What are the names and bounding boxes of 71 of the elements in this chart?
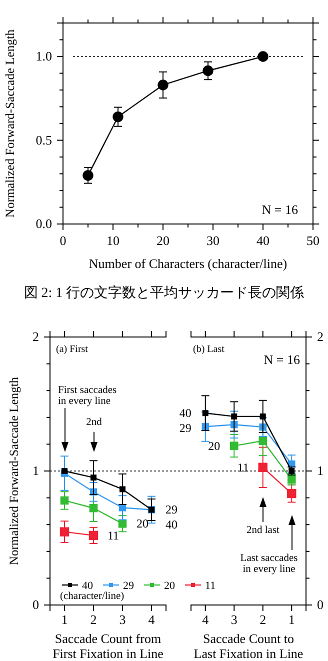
x-tick-label: 30 — [206, 233, 220, 248]
legend-label: 11 — [205, 580, 216, 592]
point — [260, 413, 266, 420]
x-tick-label: 20 — [156, 233, 170, 248]
y-tick-label: 0 — [32, 597, 39, 612]
text: (b) Last — [193, 344, 225, 355]
text: 40 — [166, 518, 178, 532]
point — [88, 530, 98, 540]
annotation: 2nd last — [246, 525, 280, 536]
x-tick-label: 4 — [202, 612, 210, 628]
point — [62, 468, 68, 474]
x-tick-label: 10 — [106, 233, 120, 248]
x-tick-label: 40 — [256, 233, 270, 248]
point — [60, 527, 70, 536]
point — [202, 65, 214, 76]
legend-label: 40 — [82, 580, 94, 592]
text: 11 — [108, 528, 120, 542]
point — [89, 504, 98, 512]
legend-label: 20 — [164, 580, 176, 592]
x-axis-title: Saccade Count to Last Fixation in Line — [194, 631, 304, 661]
y-tick-label: 1.0 — [36, 48, 52, 64]
y-tick-label: 1 — [32, 463, 39, 478]
legend-title: (character/line) — [60, 591, 125, 602]
legend-label: 29 — [123, 580, 134, 592]
annotation: 2nd — [86, 417, 103, 428]
point — [158, 80, 168, 90]
series-label: 40 — [179, 406, 192, 420]
x-tick-label: 3 — [119, 612, 126, 628]
point — [231, 413, 238, 420]
point — [202, 410, 208, 416]
x-tick-label: 4 — [148, 612, 156, 628]
point — [230, 442, 238, 450]
point — [90, 474, 96, 481]
point — [112, 111, 124, 122]
x-axis-title: Number of Characters (character/line) — [88, 256, 288, 271]
annotation: First saccades in every line — [58, 385, 117, 407]
point — [258, 51, 268, 62]
text: 20 — [136, 516, 148, 531]
y-tick-label: 0.0 — [36, 216, 52, 232]
x-tick-label: 2 — [90, 612, 97, 628]
y-tick-label: 0 — [317, 597, 324, 612]
point — [258, 436, 268, 445]
point — [258, 462, 268, 472]
point — [287, 488, 296, 498]
y-axis-title: Normalized Forward-Saccade Length — [7, 376, 21, 566]
point — [120, 486, 126, 492]
x-tick-label: 1 — [61, 612, 68, 628]
text: 29 — [166, 502, 178, 517]
point — [287, 475, 296, 484]
y-tick-label: 2 — [32, 329, 39, 344]
series-label: 29 — [179, 421, 192, 436]
y-tick-label: 1 — [317, 463, 324, 478]
point — [288, 468, 295, 474]
annotation: Last saccades in every line — [240, 553, 298, 575]
series-label: 20 — [208, 438, 220, 453]
annotation: N = 16 — [264, 352, 300, 367]
y-tick-label: 2 — [317, 329, 324, 344]
x-tick-label: 1 — [288, 612, 295, 628]
x-tick-label: 50 — [306, 233, 320, 248]
series-label: 11 — [237, 460, 249, 474]
annotation: N = 16 — [262, 202, 298, 217]
y-axis-title: Normalized Forward-Saccade Length — [3, 28, 17, 218]
y-tick-label: 0.5 — [36, 132, 52, 148]
x-tick-label: 0 — [60, 233, 66, 248]
text: (a) First — [56, 344, 88, 355]
x-tick-label: 3 — [230, 612, 238, 628]
point — [82, 170, 94, 181]
x-tick-label: 2 — [260, 612, 266, 628]
x-axis-title: Saccade Count from First Fixation in Line — [52, 631, 164, 661]
point — [60, 496, 69, 505]
caption: 図 2: 1 行の文字数と平均サッカード長の関係 — [24, 285, 304, 301]
